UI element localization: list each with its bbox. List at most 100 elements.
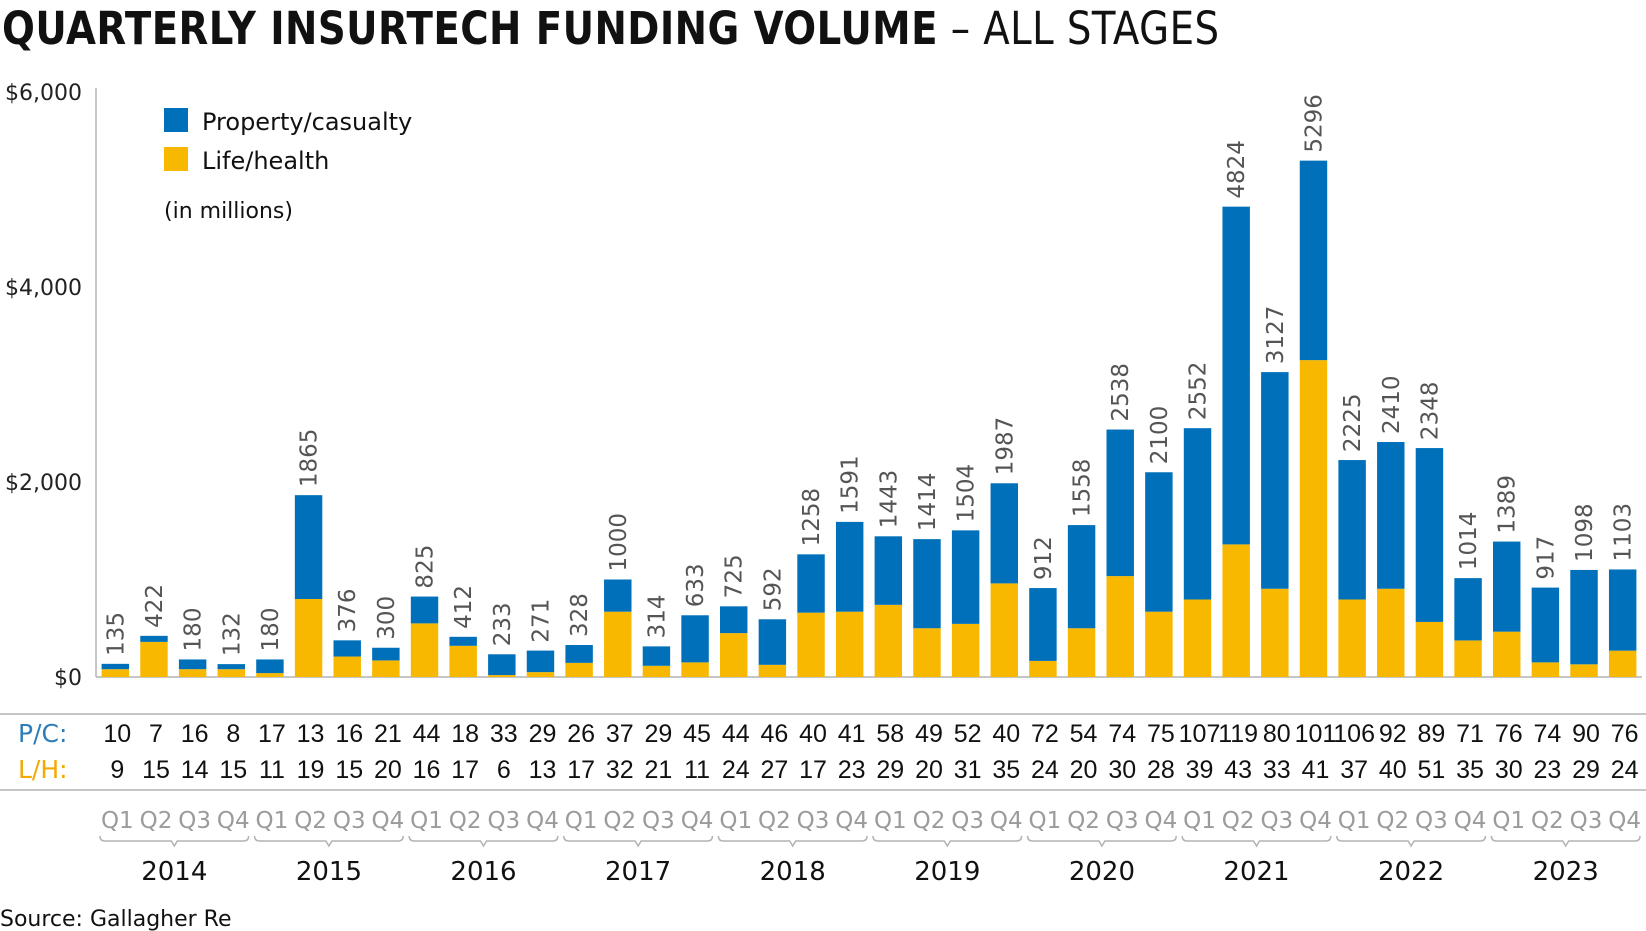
bar-segment-property-casualty	[449, 636, 477, 646]
bar-segment-property-casualty	[140, 635, 168, 642]
pc-deal-count: 29	[645, 720, 673, 748]
pc-deal-count: 10	[103, 720, 131, 748]
pc-deal-count: 49	[915, 720, 943, 748]
bar-segment-property-casualty	[681, 615, 709, 663]
pc-deal-count: 17	[258, 720, 286, 748]
total-label: 633	[683, 563, 709, 607]
quarter-label: Q4	[990, 808, 1023, 834]
total-label: 2348	[1417, 382, 1443, 441]
bar-segment-life-health	[1608, 650, 1637, 677]
total-label: 1103	[1611, 503, 1637, 562]
quarter-label: Q2	[758, 808, 791, 834]
year-brackets	[99, 835, 1641, 848]
lh-deal-count: 40	[1379, 756, 1407, 784]
quarter-label: Q3	[951, 808, 984, 834]
year-bracket	[717, 835, 868, 848]
bar-segment-property-casualty	[488, 654, 516, 676]
total-label: 1389	[1495, 475, 1521, 534]
bar-segment-life-health	[604, 611, 632, 677]
quarter-label: Q4	[1299, 808, 1332, 834]
pc-deal-count: 41	[838, 720, 866, 748]
lh-deal-count: 11	[684, 756, 710, 784]
bar-segment-property-casualty	[990, 483, 1018, 584]
lh-deal-count: 27	[760, 756, 788, 784]
lh-deal-count: 13	[529, 756, 557, 784]
bar-segment-property-casualty	[217, 664, 245, 670]
total-label: 300	[374, 596, 400, 640]
bar-segment-life-health	[758, 664, 787, 677]
year-bracket	[1490, 835, 1641, 848]
quarter-label: Q3	[178, 808, 211, 834]
bar-segment-property-casualty	[526, 650, 555, 673]
total-label: 1014	[1456, 512, 1482, 571]
bar-segment-property-casualty	[1183, 428, 1212, 600]
quarter-label: Q3	[797, 808, 830, 834]
bar-segment-property-casualty	[758, 619, 787, 665]
lh-deal-count: 23	[1533, 756, 1561, 784]
pc-deal-count: 90	[1572, 720, 1600, 748]
source-note: Source: Gallagher Re	[0, 907, 232, 931]
total-label: 2538	[1108, 363, 1134, 422]
quarter-label: Q4	[372, 808, 405, 834]
total-label: 1865	[297, 429, 323, 488]
pc-deal-count: 26	[567, 720, 595, 748]
year-label: 2016	[450, 857, 516, 887]
pc-deal-count: 7	[149, 720, 163, 748]
year-label: 2021	[1223, 857, 1289, 887]
total-label: 4824	[1224, 140, 1250, 199]
bar-segment-life-health	[642, 665, 671, 677]
y-tick-label: $6,000	[5, 81, 82, 106]
title-main: QUARTERLY INSURTECH FUNDING VOLUME	[2, 2, 939, 55]
lh-deal-count: 29	[1572, 756, 1600, 784]
quarter-label: Q1	[256, 808, 289, 834]
quarter-label: Q4	[681, 808, 714, 834]
bar-segment-life-health	[797, 612, 825, 677]
lh-row-label: L/H:	[18, 755, 68, 784]
bar-segment-property-casualty	[642, 646, 671, 666]
bar-segment-property-casualty	[797, 554, 825, 613]
quarter-label: Q2	[1531, 808, 1564, 834]
bar-segment-life-health	[178, 669, 207, 677]
lh-deal-count: 39	[1186, 756, 1214, 784]
quarter-label: Q2	[603, 808, 636, 834]
year-bracket	[563, 835, 714, 848]
bar-segment-life-health	[1531, 662, 1560, 677]
pc-deal-count: 74	[1108, 720, 1136, 748]
title-subtitle: ALL STAGES	[983, 2, 1220, 55]
bar-segment-property-casualty	[1454, 578, 1482, 641]
lh-deal-count: 30	[1495, 756, 1523, 784]
lh-deal-count: 41	[1302, 756, 1330, 784]
bar-segment-property-casualty	[256, 659, 284, 674]
pc-deal-count: 44	[413, 720, 441, 748]
total-label: 2410	[1379, 375, 1405, 434]
lh-deal-count: 6	[497, 756, 511, 784]
bar-segment-property-casualty	[1377, 442, 1405, 589]
quarter-label: Q2	[449, 808, 482, 834]
total-label: 1987	[992, 417, 1018, 476]
pc-deal-count: 45	[683, 720, 711, 748]
bar-segment-property-casualty	[1493, 541, 1521, 632]
lh-deal-count-row: 9 15 14 15 11 19 15 20 16 17 6 13 17 32 21 11 24 27 17 23 29…	[110, 756, 1638, 784]
quarter-label: Q1	[1183, 808, 1216, 834]
bar-segment-life-health	[1299, 360, 1328, 677]
lh-deal-count: 15	[142, 756, 170, 784]
bar-segment-life-health	[1377, 588, 1405, 677]
year-bracket	[1026, 835, 1177, 848]
bar-segment-property-casualty	[1222, 206, 1250, 545]
lh-deal-count: 32	[606, 756, 634, 784]
bar-segment-life-health	[333, 656, 361, 677]
bar-segment-property-casualty	[1531, 587, 1560, 663]
pc-deal-count: 18	[451, 720, 479, 748]
lh-deal-count: 24	[1031, 756, 1059, 784]
bar-segment-life-health	[1029, 660, 1057, 677]
lh-deal-count: 14	[181, 756, 209, 784]
year-label: 2014	[141, 857, 207, 887]
bar-segment-life-health	[488, 675, 516, 677]
quarter-label: Q1	[719, 808, 752, 834]
pc-deal-count: 58	[876, 720, 904, 748]
total-label: 135	[103, 612, 129, 656]
quarter-label: Q2	[913, 808, 946, 834]
lh-deal-count: 23	[838, 756, 866, 784]
bar-segment-property-casualty	[951, 530, 980, 624]
